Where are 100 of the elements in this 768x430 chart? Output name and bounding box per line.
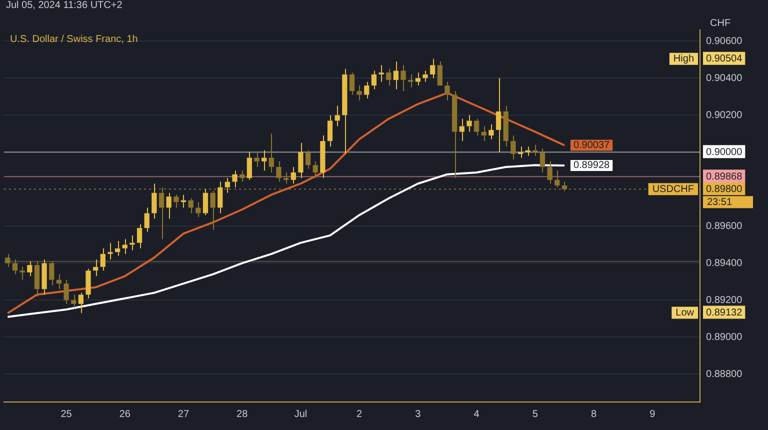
candlestick <box>496 78 502 153</box>
candlestick <box>224 178 230 194</box>
y-axis-title: CHF <box>710 18 731 29</box>
candlestick <box>188 198 194 214</box>
x-tick-label: 2 <box>356 408 363 420</box>
ref-line-label: USDCHF <box>652 184 694 195</box>
candlestick <box>386 68 392 86</box>
candlestick <box>444 81 450 101</box>
candlestick <box>100 248 106 272</box>
candlestick <box>554 170 560 188</box>
candlestick <box>562 181 568 192</box>
candlestick <box>284 172 289 184</box>
x-tick-label: 26 <box>119 408 131 420</box>
candlestick <box>262 150 267 172</box>
candlestick <box>320 134 326 179</box>
candlestick <box>459 118 464 142</box>
candlestick <box>158 186 164 240</box>
x-tick-label: 28 <box>236 408 248 420</box>
candlestick <box>5 253 10 268</box>
candlestick <box>20 266 25 280</box>
y-tick-label: 0.89132 <box>706 308 743 319</box>
y-tick-label: 0.90600 <box>706 36 743 47</box>
candlestick <box>218 181 223 214</box>
y-tick-label: 0.90200 <box>706 110 743 121</box>
candlestick <box>364 81 370 99</box>
candlestick <box>232 170 238 188</box>
candlestick <box>166 192 172 220</box>
y-tick-label: 0.88800 <box>706 368 743 380</box>
candlestick <box>71 294 76 308</box>
candlestick <box>42 258 47 296</box>
candlestick <box>503 105 508 148</box>
y-tick-label: 0.89400 <box>706 258 743 269</box>
y-tick-label: 0.89000 <box>706 332 743 343</box>
x-tick-label: 3 <box>415 408 422 420</box>
candlestick <box>422 70 428 82</box>
candlestick <box>298 142 304 179</box>
candlestick <box>488 124 494 140</box>
chart-subtitle: Jul 05, 2024 11:36 UTC+2 <box>5 0 124 13</box>
chart-title: U.S. Dollar / Swiss Franc, 1h <box>10 34 138 45</box>
candlestick <box>174 194 179 208</box>
candlestick <box>312 160 318 179</box>
candlestick <box>547 160 552 184</box>
x-tick-label: 8 <box>590 408 597 420</box>
candlestick <box>27 260 32 277</box>
candlestick <box>93 258 98 277</box>
candlestick <box>268 133 274 174</box>
candlestick <box>356 85 362 101</box>
annotation: Low <box>676 308 695 319</box>
candlestick <box>34 260 40 298</box>
y-tick-label: 0.89868 <box>706 171 743 182</box>
candlestick <box>246 152 252 180</box>
candlestick <box>518 146 524 158</box>
candlestick <box>481 126 486 142</box>
y-tick-label: 0.89200 <box>706 294 743 306</box>
candlestick <box>327 114 333 148</box>
x-tick-label: Jul <box>294 408 308 420</box>
candlestick <box>202 188 208 216</box>
x-tick-label: 25 <box>60 408 72 420</box>
candlestick <box>378 64 384 82</box>
candlestick <box>152 183 157 220</box>
candlestick <box>196 202 201 218</box>
candlestick <box>108 242 113 260</box>
candlestick <box>510 134 516 160</box>
x-tick-label: 4 <box>474 408 480 420</box>
text: 23:51 <box>707 196 732 208</box>
candlestick <box>415 72 420 86</box>
annotation: High <box>673 54 694 65</box>
candlestick <box>334 105 340 127</box>
y-tick-label: 0.90000 <box>706 146 743 158</box>
candlestick <box>12 258 18 275</box>
candlestick <box>400 64 406 92</box>
y-tick-label: 0.90400 <box>706 72 743 84</box>
candlestick <box>240 170 245 182</box>
data-label: 0.89928 <box>573 160 610 172</box>
candlestick <box>56 274 62 290</box>
candlestick <box>540 148 546 174</box>
candlestick <box>342 68 348 154</box>
candlestick <box>86 268 91 299</box>
candlestick <box>452 90 458 179</box>
y-tick-label: 0.90504 <box>706 54 743 65</box>
candlestick <box>371 70 377 90</box>
data-label: 0.90037 <box>573 140 610 152</box>
candlestick <box>276 160 282 182</box>
candlestick <box>144 207 150 232</box>
y-tick-label: 0.89800 <box>706 184 743 195</box>
candlestick <box>122 238 128 254</box>
x-tick-label: 27 <box>178 408 190 420</box>
candlestick <box>64 279 69 304</box>
candlestick <box>408 74 414 88</box>
candlestick <box>136 224 142 249</box>
candlestick <box>114 240 120 256</box>
candlestick <box>349 72 355 96</box>
candlestick <box>254 152 260 168</box>
candlestick <box>393 60 399 90</box>
candlestick <box>430 58 436 79</box>
x-tick-label: 9 <box>650 408 656 420</box>
candlestick <box>466 114 472 132</box>
candlestick <box>210 190 216 230</box>
candlestick <box>290 166 296 184</box>
y-tick-label: 0.89600 <box>706 220 743 232</box>
